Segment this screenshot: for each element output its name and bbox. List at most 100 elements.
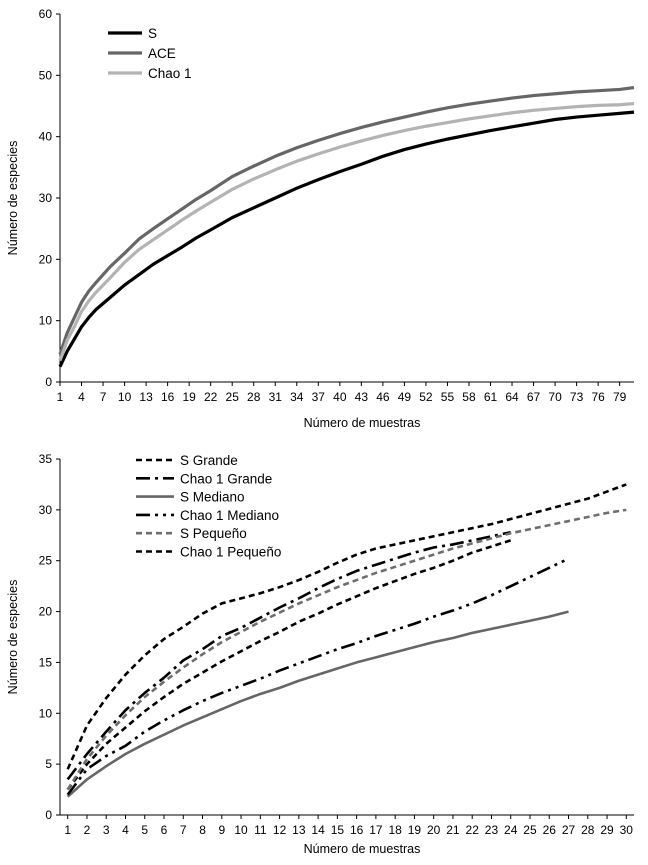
chart-top: 0 10 20 30 40 50 60 1 4 7 10 13 16 19 22 25 28 31 34 37 40 43…: [6, 7, 635, 430]
y-tick-label: 20: [39, 605, 53, 619]
legend-item: S Pequeño: [136, 526, 247, 541]
x-tick-label: 25: [523, 823, 537, 837]
y-tick-label: 25: [39, 554, 53, 568]
y-tick-label: 20: [39, 252, 53, 266]
y-tick-label: 5: [45, 757, 52, 771]
x-tick-label: 79: [613, 390, 627, 404]
x-tick-label: 52: [419, 390, 433, 404]
y-tick-label: 0: [45, 808, 52, 822]
y-tick-label: 50: [39, 68, 53, 82]
legend-label: Chao 1 Mediano: [180, 508, 279, 523]
x-tick-label: 22: [204, 390, 218, 404]
legend: S Grande Chao 1 Grande S Mediano Chao 1 Med…: [136, 453, 281, 560]
x-tick-label: 34: [290, 390, 304, 404]
series-line-chao-1-pequeno: [66, 483, 627, 770]
x-tick-label: 25: [226, 390, 240, 404]
legend-label: S Grande: [180, 453, 238, 468]
x-tick-label: 12: [273, 823, 287, 837]
legend-item: Chao 1 Pequeño: [136, 545, 281, 560]
legend-label: S Mediano: [180, 490, 245, 505]
x-tick-label: 7: [100, 390, 107, 404]
x-tick-label: 55: [441, 390, 455, 404]
x-tick-label: 31: [269, 390, 283, 404]
x-tick-label: 46: [376, 390, 390, 404]
y-tick-label: 0: [45, 375, 52, 389]
x-tick-label: 49: [398, 390, 412, 404]
y-tick-label: 10: [39, 706, 53, 720]
x-tick-label: 43: [355, 390, 369, 404]
x-tick-label: 5: [141, 823, 148, 837]
x-tick-label: 40: [333, 390, 347, 404]
x-tick-label: 37: [312, 390, 326, 404]
y-tick-label: 60: [39, 7, 53, 21]
x-tick-label: 73: [570, 390, 584, 404]
x-tick-label: 76: [591, 390, 605, 404]
series-line-chao-1-grande: [66, 530, 511, 781]
x-tick-label: 10: [234, 823, 248, 837]
x-tick-label: 6: [161, 823, 168, 837]
x-tick-label: 2: [84, 823, 91, 837]
y-axis-title: Número de especies: [6, 580, 20, 695]
legend-label: Chao 1: [148, 66, 192, 81]
legend-item: Chao 1: [108, 66, 192, 81]
x-tick-label: 64: [505, 390, 519, 404]
y-tick-label: 15: [39, 655, 53, 669]
x-tick-label: 70: [548, 390, 562, 404]
legend-item: Chao 1 Mediano: [136, 508, 279, 523]
x-tick-label: 19: [408, 823, 422, 837]
series-line-s-mediano: [66, 610, 569, 798]
x-tick-label: 4: [78, 390, 85, 404]
legend-item: S Grande: [136, 453, 238, 468]
x-tick-label: 28: [247, 390, 261, 404]
x-tick-label: 17: [369, 823, 383, 837]
x-tick-label: 7: [180, 823, 187, 837]
x-tick-label: 8: [199, 823, 206, 837]
x-tick-label: 14: [311, 823, 325, 837]
x-tick-label: 3: [103, 823, 110, 837]
x-tick-label: 16: [161, 390, 175, 404]
x-tick-label: 11: [254, 823, 267, 837]
series-line-ace: [58, 86, 635, 355]
legend-item: Chao 1 Grande: [136, 471, 272, 486]
x-tick-label: 4: [122, 823, 129, 837]
legend-label: S: [148, 26, 157, 41]
y-tick-label: 40: [39, 130, 53, 144]
x-tick-label: 15: [331, 823, 345, 837]
x-tick-label: 29: [600, 823, 614, 837]
x-tick-label: 67: [527, 390, 541, 404]
x-tick-label: 23: [485, 823, 499, 837]
y-tick-label: 35: [39, 452, 53, 466]
series-line-s: [58, 110, 635, 368]
x-tick-label: 24: [504, 823, 518, 837]
x-tick-label: 30: [620, 823, 634, 837]
y-tick-label: 10: [39, 314, 53, 328]
x-tick-label: 13: [292, 823, 306, 837]
y-tick-label: 30: [39, 503, 53, 517]
legend-label: S Pequeño: [180, 526, 247, 541]
x-tick-label: 18: [388, 823, 402, 837]
x-tick-label: 9: [218, 823, 225, 837]
x-tick-label: 1: [64, 823, 71, 837]
x-tick-label: 26: [543, 823, 557, 837]
x-tick-label: 22: [466, 823, 480, 837]
legend-label: Chao 1 Grande: [180, 471, 272, 486]
x-tick-label: 16: [350, 823, 364, 837]
axes: 0 10 20 30 40 50 60 1 4 7 10 13 16 19 22 25 28 31 34 37 40 43…: [39, 7, 634, 404]
legend-item: ACE: [108, 46, 176, 61]
x-tick-label: 1: [57, 390, 64, 404]
series-line-s-pequeno: [66, 508, 627, 791]
legend-item: S Mediano: [136, 490, 245, 505]
x-tick-label: 28: [581, 823, 595, 837]
x-tick-label: 13: [139, 390, 153, 404]
legend-item: S: [108, 26, 157, 41]
x-tick-label: 10: [118, 390, 132, 404]
x-tick-label: 19: [182, 390, 196, 404]
series-line-chao-1: [58, 101, 635, 362]
x-tick-label: 27: [562, 823, 576, 837]
x-tick-label: 20: [427, 823, 441, 837]
legend-label: Chao 1 Pequeño: [180, 545, 281, 560]
x-tick-label: 21: [446, 823, 460, 837]
